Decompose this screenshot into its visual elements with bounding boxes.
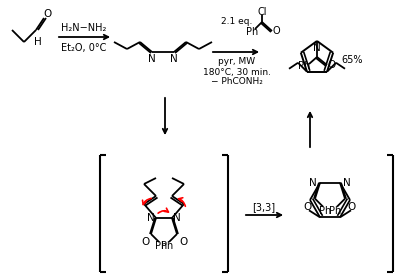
Text: N: N bbox=[173, 213, 181, 223]
Text: O: O bbox=[348, 202, 356, 212]
Text: O: O bbox=[327, 60, 335, 70]
Text: Ph: Ph bbox=[329, 206, 341, 216]
Text: O: O bbox=[272, 26, 280, 36]
Text: H₂N−NH₂: H₂N−NH₂ bbox=[61, 23, 107, 33]
Text: O: O bbox=[43, 9, 51, 19]
Text: Ph: Ph bbox=[246, 27, 258, 37]
Text: O: O bbox=[141, 237, 149, 247]
Text: O: O bbox=[304, 202, 312, 212]
Text: N: N bbox=[313, 43, 321, 53]
Text: Ph: Ph bbox=[161, 241, 173, 251]
Text: Et₂O, 0°C: Et₂O, 0°C bbox=[61, 43, 107, 53]
Text: Ph: Ph bbox=[319, 206, 331, 216]
Text: N: N bbox=[148, 54, 156, 64]
Text: Ph: Ph bbox=[155, 241, 167, 251]
Text: pyr, MW: pyr, MW bbox=[218, 57, 256, 67]
Text: − PhCONH₂: − PhCONH₂ bbox=[211, 78, 263, 86]
Text: O: O bbox=[179, 237, 187, 247]
Text: N: N bbox=[170, 54, 178, 64]
Text: N: N bbox=[343, 178, 351, 188]
Text: 2.1 eq.: 2.1 eq. bbox=[221, 17, 253, 26]
Text: 180°C, 30 min.: 180°C, 30 min. bbox=[203, 68, 271, 76]
Text: 65%: 65% bbox=[341, 55, 363, 65]
Text: Cl: Cl bbox=[257, 7, 267, 17]
Text: N: N bbox=[309, 178, 317, 188]
Text: N: N bbox=[147, 213, 155, 223]
Text: [3,3]: [3,3] bbox=[252, 202, 276, 212]
Text: Ph: Ph bbox=[298, 61, 310, 71]
Text: H: H bbox=[34, 37, 42, 47]
